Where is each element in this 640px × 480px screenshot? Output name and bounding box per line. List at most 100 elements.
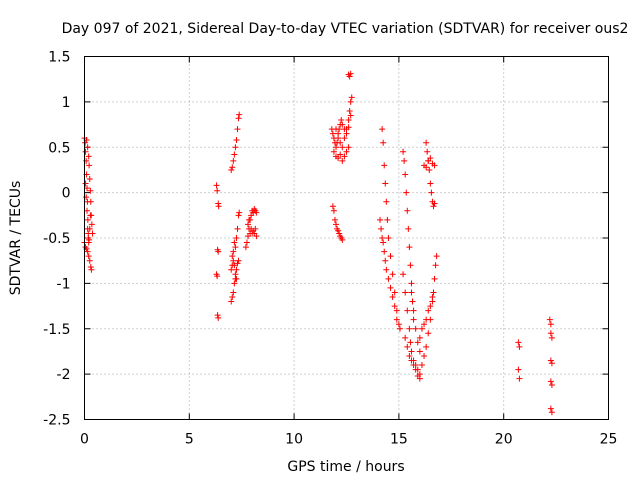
data-point <box>423 164 430 171</box>
data-point <box>377 216 384 223</box>
data-point <box>84 144 91 151</box>
data-point <box>341 135 348 142</box>
data-point <box>381 162 388 169</box>
data-point <box>330 148 337 155</box>
data-point <box>86 225 93 232</box>
data-point <box>228 166 235 173</box>
data-point <box>548 360 555 367</box>
y-tick-label: -1.5 <box>43 322 70 338</box>
data-point <box>431 162 438 169</box>
data-point <box>339 121 346 128</box>
data-point <box>214 187 221 194</box>
data-point <box>426 166 433 173</box>
data-point <box>387 284 394 291</box>
data-point <box>406 325 413 332</box>
data-point <box>230 289 237 296</box>
data-point <box>402 334 409 341</box>
data-point <box>408 357 415 364</box>
data-point <box>229 164 236 171</box>
data-point <box>425 330 432 337</box>
data-point <box>333 144 340 151</box>
data-point <box>229 293 236 300</box>
data-point <box>84 207 91 214</box>
data-point <box>425 307 432 314</box>
data-point <box>236 111 243 118</box>
data-point <box>424 148 431 155</box>
data-point <box>421 321 428 328</box>
data-point <box>232 271 239 278</box>
data-point <box>85 153 92 160</box>
data-point <box>339 157 346 164</box>
data-point <box>378 225 385 232</box>
data-point <box>393 307 400 314</box>
data-point <box>407 339 414 346</box>
data-point <box>86 162 93 169</box>
data-point <box>403 189 410 196</box>
data-point <box>515 339 522 346</box>
data-point <box>414 339 421 346</box>
data-point <box>406 244 413 251</box>
data-point <box>408 348 415 355</box>
data-points <box>81 70 555 416</box>
data-point <box>408 289 415 296</box>
data-point <box>345 144 352 151</box>
data-point <box>547 330 554 337</box>
data-point <box>88 221 95 228</box>
data-point <box>395 321 402 328</box>
data-point <box>427 303 434 310</box>
data-point <box>404 207 411 214</box>
data-point <box>86 257 93 264</box>
y-axis-ticks: -2.5 -2 -1.5 -1 -0.5 0 0.5 1 1.5 <box>43 50 609 429</box>
data-point <box>385 275 392 282</box>
data-point <box>410 316 417 323</box>
data-point <box>432 262 439 269</box>
data-point <box>87 187 94 194</box>
data-point <box>234 126 241 133</box>
data-point <box>547 405 554 412</box>
data-point <box>213 182 220 189</box>
data-point <box>215 314 222 321</box>
data-point <box>84 216 91 223</box>
data-point <box>333 221 340 228</box>
data-point <box>329 203 336 210</box>
data-point <box>242 244 249 251</box>
data-point <box>338 117 345 124</box>
data-point <box>410 362 417 369</box>
data-point <box>423 139 430 146</box>
data-point <box>86 176 93 183</box>
data-point <box>246 216 253 223</box>
data-point <box>341 153 348 160</box>
data-point <box>335 227 342 234</box>
data-point <box>335 130 342 137</box>
data-point <box>229 253 236 260</box>
data-point <box>235 115 242 122</box>
data-point <box>379 126 386 133</box>
data-point <box>341 126 348 133</box>
data-point <box>87 264 94 271</box>
data-point <box>346 73 353 80</box>
data-point <box>382 180 389 187</box>
data-point <box>548 382 555 389</box>
data-point <box>234 260 241 267</box>
data-point <box>215 203 222 210</box>
x-tick-label: 10 <box>285 432 303 448</box>
data-point <box>396 325 403 332</box>
data-point <box>407 262 414 269</box>
data-point <box>427 180 434 187</box>
data-point <box>236 209 243 216</box>
data-point <box>347 112 354 119</box>
data-point <box>345 117 352 124</box>
data-point <box>253 233 260 240</box>
data-point <box>423 343 430 350</box>
y-tick-label: 1 <box>62 95 71 111</box>
x-tick-label: 5 <box>185 432 194 448</box>
data-point <box>343 130 350 137</box>
y-tick-label: -2 <box>57 367 71 383</box>
data-point <box>86 236 93 243</box>
data-point <box>214 273 221 280</box>
data-point <box>430 289 437 296</box>
data-point <box>337 139 344 146</box>
data-point <box>252 225 259 232</box>
data-point <box>416 375 423 382</box>
